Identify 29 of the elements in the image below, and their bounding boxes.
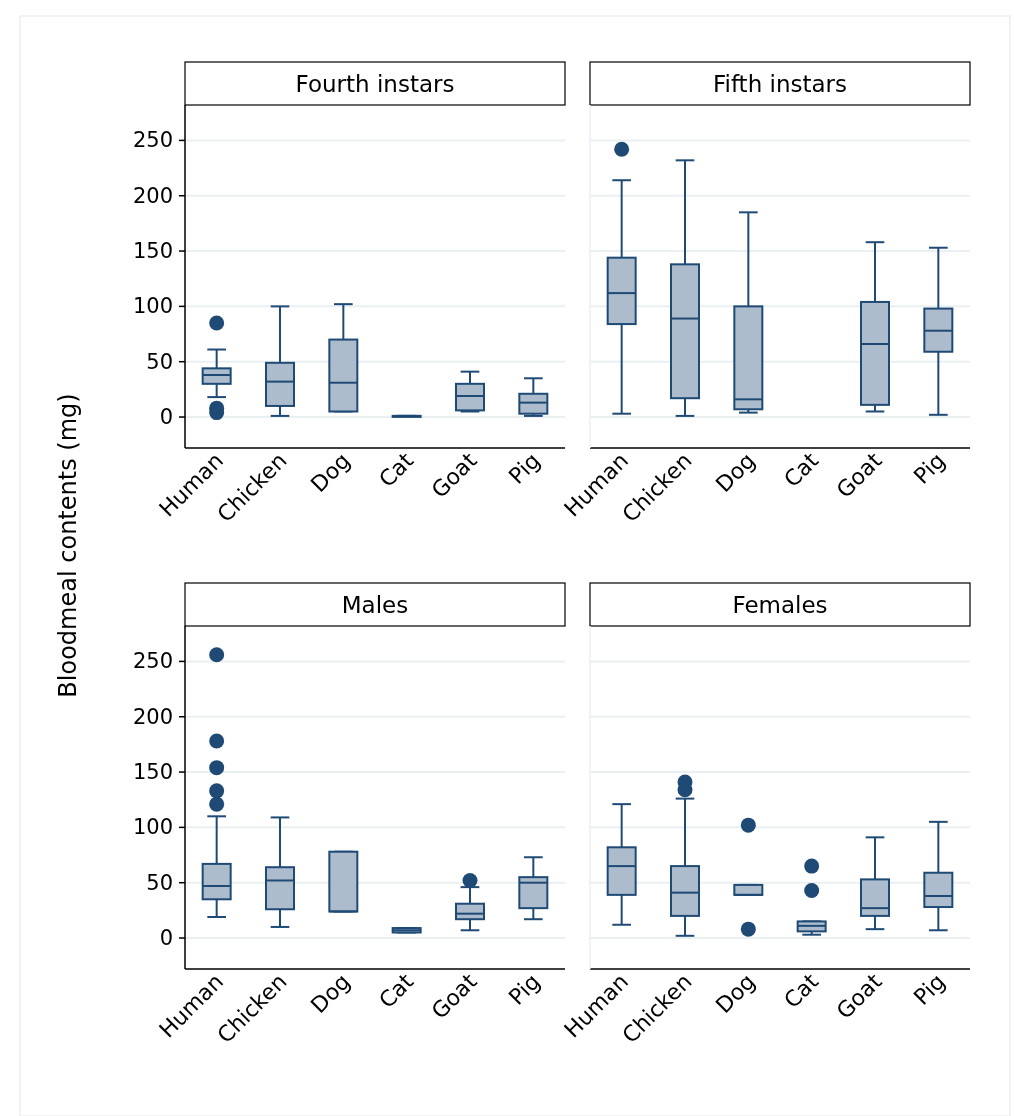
chart-title: Fourth instars [295,70,455,97]
x-tick-label: Dog [710,447,760,497]
y-tick-label: 50 [146,870,173,895]
x-tick-label: Pig [503,447,545,489]
y-tick-label: 150 [132,239,173,264]
x-tick-label: Cat [374,447,419,493]
chart-title: Fifth instars [712,70,848,97]
y-tick-label: 50 [146,349,173,374]
y-tick-label: 100 [132,294,173,319]
y-tick-label: 200 [132,183,173,208]
x-tick-label: Dog [305,968,355,1018]
chart-title: Males [341,591,409,618]
y-tick-label: 0 [159,405,173,430]
y-tick-label: 0 [159,926,173,951]
chart-title: Females [732,591,828,618]
x-tick-label: Dog [305,447,355,497]
x-tick-label: Cat [779,968,824,1014]
y-tick-label: 200 [132,704,173,729]
x-tick-label: Pig [503,968,545,1010]
y-axis-title: Bloodmeal contents (mg) [54,393,82,698]
y-tick-label: 250 [132,649,173,674]
x-tick-label: Pig [908,968,950,1010]
y-tick-label: 100 [132,815,173,840]
y-tick-label: 250 [132,128,173,153]
x-tick-label: Cat [374,968,419,1014]
y-tick-label: 150 [132,760,173,785]
x-tick-label: Cat [779,447,824,493]
x-tick-label: Pig [908,447,950,489]
x-tick-label: Dog [710,968,760,1018]
